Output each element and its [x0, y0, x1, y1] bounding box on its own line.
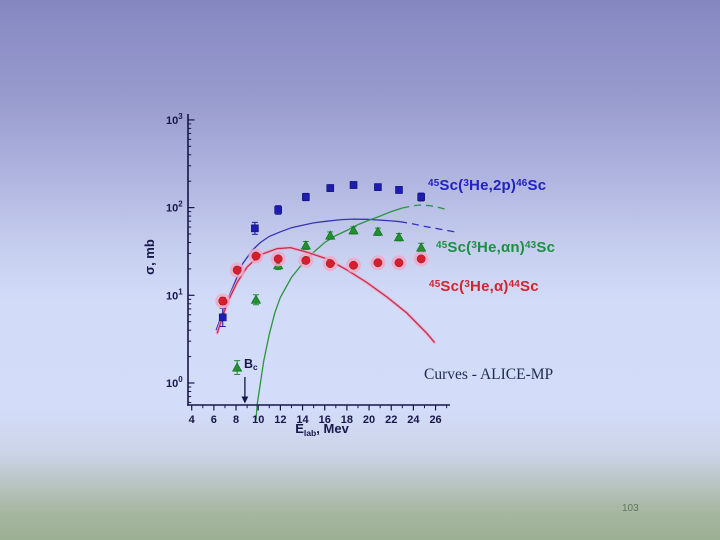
y-axis-label: σ, mb [142, 239, 157, 275]
svg-text:22: 22 [385, 414, 397, 426]
svg-text:14: 14 [296, 414, 309, 426]
svg-text:8: 8 [233, 414, 239, 426]
svg-text:103: 103 [166, 112, 183, 127]
series-label-he3-2p: 45Sc(3He,2p)46Sc [428, 177, 547, 194]
svg-text:101: 101 [166, 287, 183, 302]
svg-text:10: 10 [252, 414, 264, 426]
coulomb-barrier-label: Bc [244, 357, 258, 373]
x-axis-label: Elab, Mev [295, 421, 349, 438]
svg-text:12: 12 [274, 414, 286, 426]
svg-text:102: 102 [166, 200, 183, 215]
svg-text:20: 20 [363, 414, 375, 426]
series-label-he3-alpha: 45Sc(3He,α)44Sc [429, 278, 539, 295]
svg-text:6: 6 [211, 414, 217, 426]
svg-text:100: 100 [166, 375, 183, 390]
svg-text:16: 16 [319, 414, 331, 426]
svg-text:26: 26 [429, 414, 441, 426]
slide-page-number: 103 [622, 503, 639, 514]
svg-text:24: 24 [407, 414, 420, 426]
svg-text:18: 18 [341, 414, 353, 426]
series-label-he3-alpha-n: 45Sc(3He,αn)43Sc [436, 239, 556, 256]
svg-text:4: 4 [189, 414, 196, 426]
curves-model-label: Curves - ALICE-MP [424, 366, 554, 383]
